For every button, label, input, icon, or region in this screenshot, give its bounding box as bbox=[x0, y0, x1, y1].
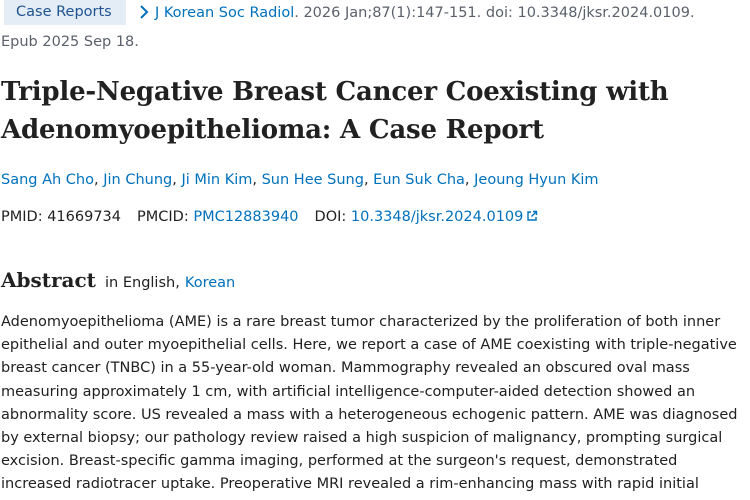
journal-link[interactable]: J Korean Soc Radiol bbox=[155, 5, 295, 21]
pmid-value: 41669734 bbox=[47, 209, 122, 225]
article-title: Triple-Negative Breast Cancer Coexisting… bbox=[1, 73, 741, 149]
author-link[interactable]: Sang Ah Cho bbox=[1, 172, 94, 188]
title-line-1: Triple-Negative Breast Cancer Coexisting… bbox=[1, 77, 669, 107]
identifiers: PMID: 41669734 PMCID: PMC12883940 DOI: 10.… bbox=[1, 209, 538, 225]
author-link[interactable]: Sun Hee Sung bbox=[261, 172, 364, 188]
author-link[interactable]: Jin Chung bbox=[103, 172, 173, 188]
title-line-2: Adenomyoepithelioma: A Case Report bbox=[1, 115, 544, 145]
author-list: Sang Ah Cho, Jin Chung, Ji Min Kim, Sun … bbox=[1, 172, 599, 188]
doi-label: DOI: bbox=[314, 209, 347, 225]
author-link[interactable]: Jeoung Hyun Kim bbox=[474, 172, 599, 188]
author-link[interactable]: Ji Min Kim bbox=[181, 172, 253, 188]
chevron-right-icon[interactable] bbox=[137, 4, 151, 20]
epub-date: Epub 2025 Sep 18. bbox=[1, 34, 139, 50]
pmcid-link[interactable]: PMC12883940 bbox=[193, 209, 299, 225]
pmcid-label: PMCID: bbox=[137, 209, 189, 225]
abstract-text: Adenomyoepithelioma (AME) is a rare brea… bbox=[1, 314, 738, 493]
abstract-heading-row: Abstract in English, Korean bbox=[1, 268, 235, 292]
publication-type-badge[interactable]: Case Reports bbox=[4, 0, 126, 25]
korean-language-link[interactable]: Korean bbox=[184, 275, 236, 291]
author-link[interactable]: Eun Suk Cha bbox=[373, 172, 465, 188]
citation-details: . 2026 Jan;87(1):147-151. doi: 10.3348/j… bbox=[294, 5, 695, 21]
doi-link[interactable]: 10.3348/jksr.2024.0109 bbox=[350, 209, 524, 225]
abstract-heading: Abstract bbox=[1, 268, 96, 292]
citation-line: Case Reports J Korean Soc Radiol. 2026 J… bbox=[0, 0, 750, 27]
pmid-label: PMID: bbox=[1, 209, 43, 225]
external-link-icon[interactable] bbox=[526, 210, 538, 222]
citation-text: J Korean Soc Radiol. 2026 Jan;87(1):147-… bbox=[155, 3, 695, 23]
language-prefix: in English, bbox=[105, 275, 180, 291]
